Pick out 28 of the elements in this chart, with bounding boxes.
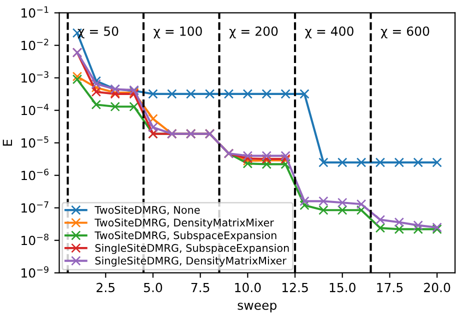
y-tick-label: 10$^{−2}$ [22, 38, 48, 50]
annotation: χ = 200 [229, 26, 278, 38]
x-tick-label: 12.5 [282, 282, 308, 292]
y-tick-label: 10$^{−3}$ [22, 71, 48, 83]
y-tick-label: 10$^{−6}$ [22, 168, 49, 180]
annotation: χ = 600 [380, 26, 430, 38]
y-tick-label: 10$^{−9}$ [22, 266, 48, 278]
legend-label: TwoSiteDMRG, None [94, 206, 200, 215]
legend-label: SingleSiteDMRG, DensityMatrixMixer [95, 256, 286, 267]
legend-label: TwoSiteDMRG, SubspaceExpansion [94, 231, 276, 242]
x-tick-label: 17.5 [377, 282, 403, 292]
legend-label: SingleSiteDMRG, SubspaceExpansion [95, 244, 289, 254]
x-tick-label: 2.5 [96, 282, 114, 292]
y-tick-label: 10$^{−7}$ [22, 201, 48, 213]
y-tick-label: 10$^{−4}$ [22, 104, 49, 116]
y-tick-label: 10$^{−8}$ [22, 234, 48, 246]
legend-label: TwoSiteDMRG, DensityMatrixMixer [94, 218, 274, 229]
x-tick-label: 20.0 [424, 282, 450, 292]
annotation: χ = 100 [154, 26, 202, 38]
x-tick-label: 5.0 [144, 282, 162, 292]
y-axis-title: E [2, 140, 12, 146]
x-tick-label: 7.5 [191, 282, 210, 292]
x-tick-label: 15.0 [330, 282, 356, 292]
y-tick-label: 10$^{−5}$ [22, 136, 48, 148]
y-tick-label: 10$^{−1}$ [22, 6, 48, 18]
x-tick-label: 10.0 [235, 282, 261, 292]
x-axis-title: sweep [238, 302, 276, 312]
annotation: χ = 400 [305, 26, 354, 38]
